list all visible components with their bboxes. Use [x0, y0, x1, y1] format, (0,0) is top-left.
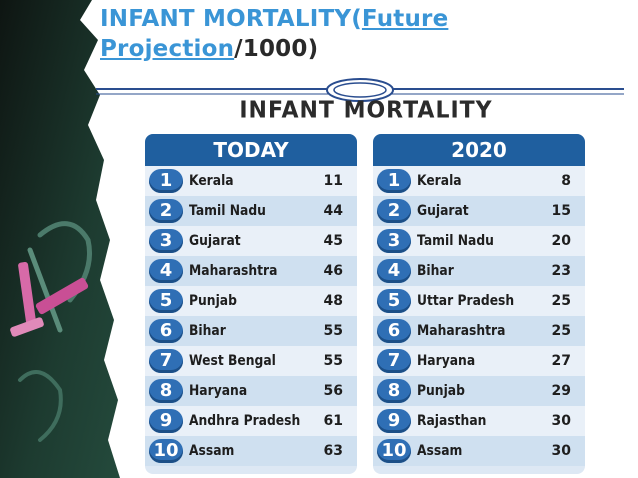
rank-badge: 9 — [149, 409, 183, 433]
list-item: 10 Assam 30 — [373, 436, 585, 466]
list-item: 6 Bihar 55 — [145, 316, 357, 346]
year-2020-list: 1 Kerala 8 2 Gujarat 15 3 Tamil Nadu 20 4 Bihar 23 5… — [373, 166, 585, 466]
list-item: 3 Gujarat 45 — [145, 226, 357, 256]
state-name: Haryana — [189, 383, 248, 399]
list-item: 9 Andhra Pradesh 61 — [145, 406, 357, 436]
state-name: Kerala — [417, 173, 462, 189]
year-2020-header: 2020 — [373, 134, 585, 166]
rank-badge: 10 — [377, 439, 411, 463]
mortality-value: 11 — [323, 173, 343, 189]
title-link-future[interactable]: Future — [361, 6, 449, 32]
infant-mortality-infographic: INFANT MORTALITY TODAY 1 Kerala 11 2 Tamil N… — [145, 96, 587, 478]
state-name: West Bengal — [189, 353, 276, 369]
mortality-value: 30 — [551, 443, 571, 459]
mortality-value: 56 — [323, 383, 343, 399]
state-name: Haryana — [417, 353, 476, 369]
title-link-projection[interactable]: Projection — [100, 36, 235, 62]
list-item: 4 Bihar 23 — [373, 256, 585, 286]
mortality-value: 55 — [323, 323, 343, 339]
list-item: 4 Maharashtra 46 — [145, 256, 357, 286]
list-item: 7 Haryana 27 — [373, 346, 585, 376]
rank-badge: 1 — [149, 169, 183, 193]
slide-title-container: INFANT MORTALITY(Future Projection/1000) — [100, 4, 620, 64]
list-item: 3 Tamil Nadu 20 — [373, 226, 585, 256]
state-name: Punjab — [417, 383, 465, 399]
mortality-value: 61 — [323, 413, 343, 429]
list-item: 1 Kerala 11 — [145, 166, 357, 196]
infographic-heading: INFANT MORTALITY — [239, 97, 493, 124]
mortality-value: 25 — [551, 323, 571, 339]
today-header: TODAY — [145, 134, 357, 166]
list-item: 2 Tamil Nadu 44 — [145, 196, 357, 226]
list-item: 8 Haryana 56 — [145, 376, 357, 406]
slide-title: INFANT MORTALITY(Future Projection/1000) — [100, 4, 620, 64]
rank-badge: 3 — [377, 229, 411, 253]
rank-badge: 4 — [149, 259, 183, 283]
mortality-value: 15 — [551, 203, 571, 219]
mortality-value: 55 — [323, 353, 343, 369]
state-name: Bihar — [417, 263, 454, 279]
list-item: 1 Kerala 8 — [373, 166, 585, 196]
state-name: Maharashtra — [189, 263, 278, 279]
mortality-value: 46 — [323, 263, 343, 279]
mortality-value: 45 — [323, 233, 343, 249]
mortality-value: 25 — [551, 293, 571, 309]
list-item: 2 Gujarat 15 — [373, 196, 585, 226]
mortality-value: 23 — [551, 263, 571, 279]
rank-badge: 7 — [149, 349, 183, 373]
rank-badge: 8 — [149, 379, 183, 403]
mortality-value: 48 — [323, 293, 343, 309]
today-list: 1 Kerala 11 2 Tamil Nadu 44 3 Gujarat 45 4 Maharas… — [145, 166, 357, 466]
rank-badge: 4 — [377, 259, 411, 283]
state-name: Tamil Nadu — [417, 233, 494, 249]
state-name: Andhra Pradesh — [189, 413, 301, 429]
list-item: 10 Assam 63 — [145, 436, 357, 466]
year-2020-panel: 2020 1 Kerala 8 2 Gujarat 15 3 Tamil Nadu 20 4 Bih… — [373, 134, 585, 474]
rank-badge: 6 — [149, 319, 183, 343]
rank-badge: 9 — [377, 409, 411, 433]
state-name: Kerala — [189, 173, 234, 189]
mortality-value: 29 — [551, 383, 571, 399]
today-panel: TODAY 1 Kerala 11 2 Tamil Nadu 44 3 Gujarat 45 4 M… — [145, 134, 357, 474]
title-divider — [96, 78, 624, 102]
rank-badge: 3 — [149, 229, 183, 253]
state-name: Bihar — [189, 323, 226, 339]
mortality-value: 44 — [323, 203, 343, 219]
state-name: Punjab — [189, 293, 237, 309]
rank-badge: 6 — [377, 319, 411, 343]
mortality-value: 63 — [323, 443, 343, 459]
state-name: Gujarat — [417, 203, 469, 219]
rank-badge: 2 — [149, 199, 183, 223]
state-name: Assam — [417, 443, 463, 459]
title-part-1: INFANT MORTALITY( — [100, 6, 362, 32]
mortality-value: 30 — [551, 413, 571, 429]
state-name: Uttar Pradesh — [417, 293, 515, 309]
list-item: 8 Punjab 29 — [373, 376, 585, 406]
rank-badge: 5 — [149, 289, 183, 313]
mortality-value: 8 — [561, 173, 571, 189]
mortality-value: 27 — [551, 353, 571, 369]
state-name: Gujarat — [189, 233, 241, 249]
title-part-4: /1000) — [234, 36, 319, 62]
state-name: Assam — [189, 443, 235, 459]
list-item: 5 Punjab 48 — [145, 286, 357, 316]
state-name: Rajasthan — [417, 413, 487, 429]
list-item: 5 Uttar Pradesh 25 — [373, 286, 585, 316]
rank-badge: 10 — [149, 439, 183, 463]
rank-badge: 5 — [377, 289, 411, 313]
mortality-value: 20 — [551, 233, 571, 249]
rank-badge: 2 — [377, 199, 411, 223]
rank-badge: 1 — [377, 169, 411, 193]
state-name: Maharashtra — [417, 323, 506, 339]
list-item: 7 West Bengal 55 — [145, 346, 357, 376]
rank-badge: 8 — [377, 379, 411, 403]
state-name: Tamil Nadu — [189, 203, 266, 219]
list-item: 6 Maharashtra 25 — [373, 316, 585, 346]
rank-badge: 7 — [377, 349, 411, 373]
list-item: 9 Rajasthan 30 — [373, 406, 585, 436]
